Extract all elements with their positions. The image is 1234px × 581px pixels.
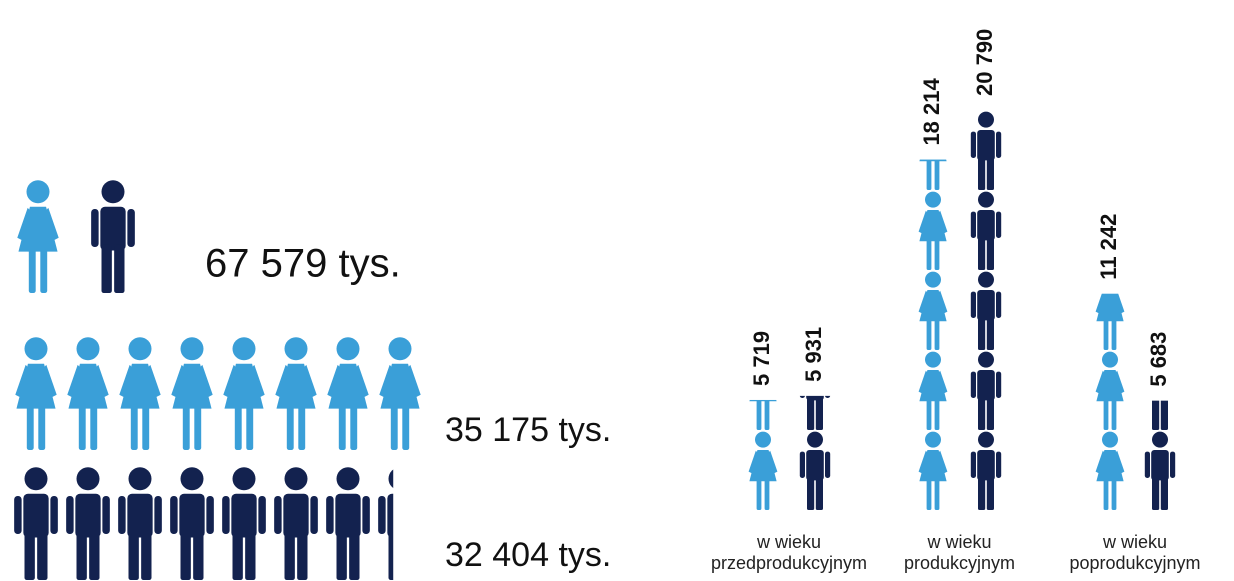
category-label: w wieku poprodukcyjnym — [1069, 532, 1201, 573]
pictogram-bar — [10, 335, 426, 450]
woman-icon — [17, 180, 59, 293]
pictogram-column — [745, 399, 781, 510]
value-label: 32 404 tys. — [445, 536, 611, 574]
pictogram-column — [1092, 293, 1128, 510]
pictogram-column — [797, 395, 833, 510]
value-label: 20 790 — [972, 29, 997, 96]
man-icon — [91, 180, 135, 293]
value-label: 18 214 — [919, 78, 944, 146]
pictogram-column — [1142, 400, 1178, 510]
value-label: 11 242 — [1096, 214, 1121, 280]
value-label: 5 719 — [749, 331, 774, 386]
value-label: 5 931 — [801, 327, 826, 382]
value-label: 35 175 tys. — [445, 411, 611, 449]
pictogram-bar — [10, 465, 394, 580]
pictogram-column — [915, 159, 951, 510]
category-label: w wieku produkcyjnym — [903, 532, 1016, 573]
category-label: w wieku przedprodukcyjnym — [710, 532, 868, 573]
pictogram-column — [968, 110, 1004, 510]
value-label: 5 683 — [1146, 332, 1171, 387]
total-label: 67 579 tys. — [205, 242, 401, 286]
